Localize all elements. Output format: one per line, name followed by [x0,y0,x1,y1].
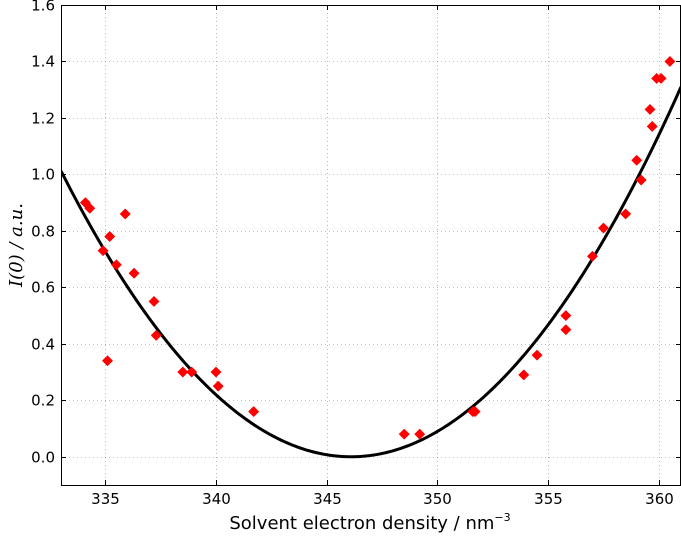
data-point [597,222,610,234]
plot-frame [61,5,681,486]
data-point [531,349,543,361]
data-point [101,355,114,367]
data-point [518,369,530,381]
y-tick-label: 0.6 [31,279,55,297]
data-point [177,366,189,378]
data-point [586,250,598,262]
data-point [186,366,198,378]
x-tick-labels: 335 340 345 350 355 360 [91,490,674,508]
data-point [644,103,656,116]
data-point [104,230,116,243]
grid-lines [61,5,681,485]
data-points [79,55,676,440]
data-point [635,174,647,186]
x-axis-label: Solvent electron density / nm−3 [229,511,510,534]
y-tick-labels: 0.0 0.2 0.4 0.6 0.8 1.0 1.2 1.4 1.6 [31,0,55,467]
y-tick-label: 0.4 [31,336,55,354]
data-point [560,310,572,322]
data-point [646,120,658,132]
y-tick-label: 0.8 [31,223,55,241]
data-point [631,154,643,166]
data-point [560,324,572,336]
y-tick-label: 1.6 [31,0,55,15]
data-point [655,72,667,84]
data-point [110,259,122,271]
x-tick-label: 350 [423,490,452,508]
data-point [664,55,676,68]
x-tick-label: 335 [91,490,120,508]
x-tick-label: 340 [202,490,231,508]
y-axis-label: I(0) / a.u. [6,203,27,288]
y-tick-label: 0.0 [31,449,55,467]
x-tick-label: 345 [313,490,342,508]
fit-curve-group [61,86,681,459]
data-point [128,267,140,279]
fit-curve [61,86,681,459]
data-point [620,208,632,220]
y-tick-label: 1.0 [31,166,55,184]
data-point [148,295,160,308]
data-point [398,428,410,440]
x-tick-label: 355 [534,490,563,508]
data-point [97,245,109,257]
data-point [210,366,222,378]
data-point [414,428,426,440]
data-point [84,202,96,214]
y-tick-label: 0.2 [31,392,55,410]
axis-ticks [61,5,681,485]
data-point [119,208,131,220]
data-point [212,380,224,392]
data-point [469,406,481,418]
data-point [248,406,260,418]
x-tick-label: 360 [645,490,674,508]
y-tick-label: 1.4 [31,53,55,71]
y-tick-label: 1.2 [31,110,55,128]
data-point [150,329,162,341]
